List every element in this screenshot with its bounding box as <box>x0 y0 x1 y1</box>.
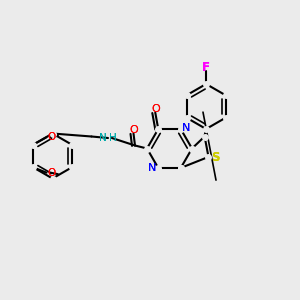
Text: O: O <box>129 125 138 135</box>
Text: H: H <box>110 133 117 143</box>
Text: O: O <box>47 168 56 178</box>
Text: N: N <box>99 133 106 143</box>
Text: F: F <box>202 61 210 74</box>
Text: O: O <box>47 132 56 142</box>
Text: O: O <box>151 104 160 114</box>
Text: N: N <box>182 122 190 133</box>
Text: O: O <box>129 125 138 135</box>
Text: N: N <box>182 122 190 133</box>
Text: N: N <box>148 163 156 173</box>
Text: S: S <box>212 151 220 164</box>
Text: O: O <box>47 132 56 142</box>
Text: F: F <box>202 61 210 74</box>
Text: O: O <box>47 168 56 178</box>
Text: N: N <box>148 163 156 173</box>
Text: N: N <box>99 133 106 143</box>
Text: S: S <box>212 151 220 164</box>
Text: H: H <box>110 133 117 143</box>
Text: O: O <box>151 104 160 114</box>
